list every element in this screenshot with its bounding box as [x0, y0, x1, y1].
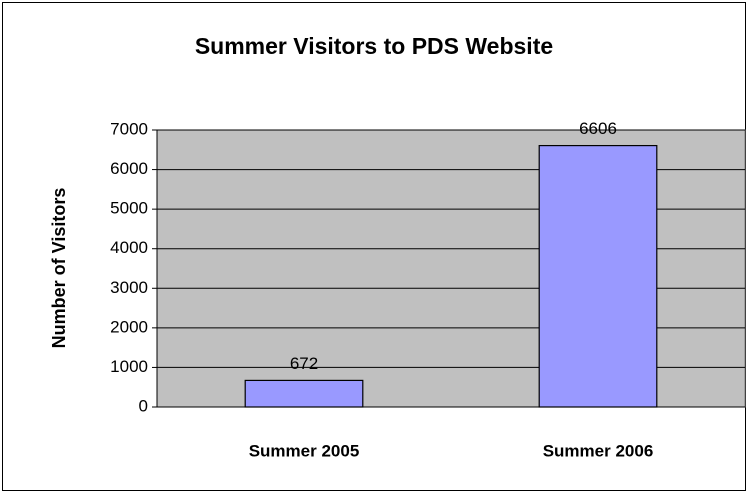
y-tick-label: 0 — [139, 396, 148, 415]
y-tick-label: 3000 — [110, 278, 148, 297]
bar — [538, 144, 658, 408]
data-label: 672 — [290, 354, 318, 373]
y-tick-label: 2000 — [110, 317, 148, 336]
y-axis-label: Number of Visitors — [49, 188, 69, 349]
x-tick-label: Summer 2006 — [543, 441, 654, 460]
data-label: 6606 — [579, 119, 617, 138]
y-tick-label: 5000 — [110, 199, 148, 218]
y-tick-label: 6000 — [110, 159, 148, 178]
bar — [244, 379, 364, 408]
chart-title: Summer Visitors to PDS Website — [195, 33, 553, 59]
y-tick-label: 1000 — [110, 357, 148, 376]
x-tick-label: Summer 2005 — [249, 441, 360, 460]
y-tick-label: 4000 — [110, 238, 148, 257]
y-tick-label: 7000 — [110, 119, 148, 138]
